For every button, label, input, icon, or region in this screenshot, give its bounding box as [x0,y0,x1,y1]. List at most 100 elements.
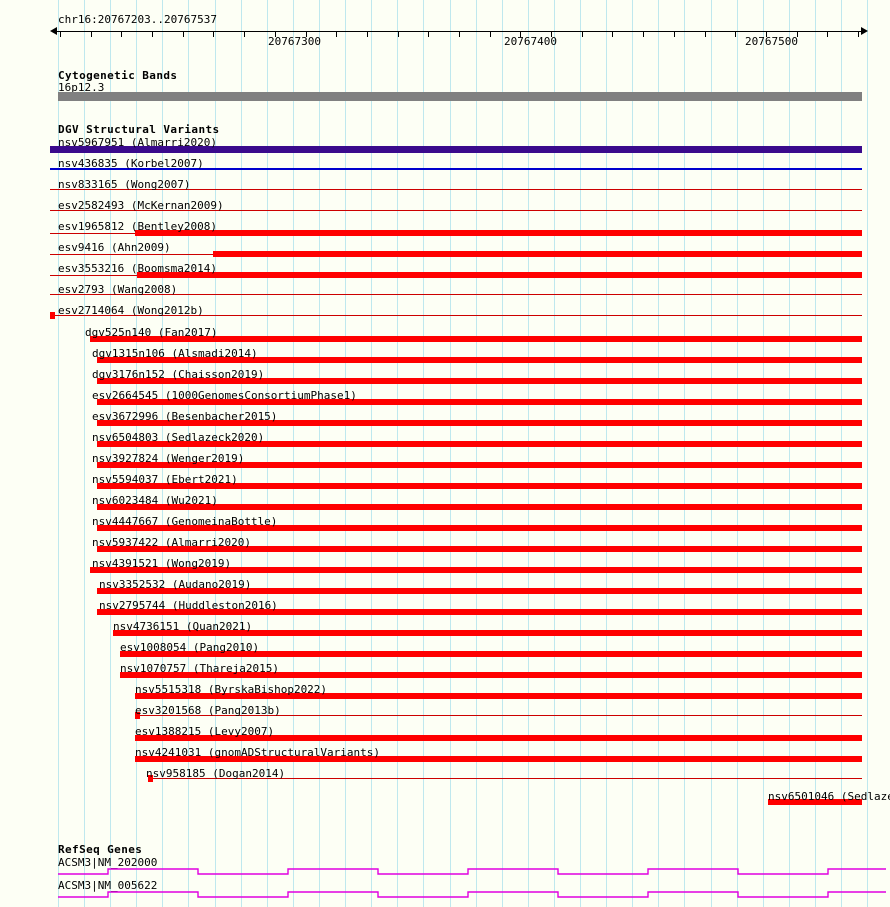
variant-bar[interactable] [135,693,862,699]
ruler-tick [858,31,859,37]
variant-label[interactable]: nsv5937422 (Almarri2020) [92,536,251,549]
ruler-coordinate-label: 20767400 [504,35,557,48]
variant-label[interactable]: esv2793 (Wang2008) [58,283,178,296]
variant-label[interactable]: dgv1315n106 (Alsmadi2014) [92,347,258,360]
gene-label[interactable]: ACSM3|NM_202000 [58,856,158,869]
variant-label[interactable]: nsv958185 (Dogan2014) [146,767,286,780]
variant-label[interactable]: nsv6504803 (Sedlazeck2020) [92,431,265,444]
section-title: Cytogenetic Bands [58,69,178,82]
variant-label[interactable]: esv2664545 (1000GenomesConsortiumPhase1) [92,389,357,402]
variant-label[interactable]: esv2714064 (Wong2012b) [58,304,204,317]
variant-bar[interactable] [50,312,55,319]
variant-label[interactable]: nsv436835 (Korbel2007) [58,157,204,170]
variant-label[interactable]: esv3672996 (Besenbacher2015) [92,410,278,423]
variant-bar[interactable] [113,630,862,636]
ruler-tick [735,31,736,37]
variant-label[interactable]: nsv5594037 (Ebert2021) [92,473,238,486]
ruler-tick [797,31,798,37]
arrow-right-icon [861,27,868,35]
variant-bar[interactable] [135,756,862,762]
variant-label[interactable]: nsv6023484 (Wu2021) [92,494,218,507]
variant-label[interactable]: nsv4447667 (GenomeinaBottle) [92,515,278,528]
variant-label[interactable]: esv3201568 (Pang2013b) [135,704,281,717]
variant-bar[interactable] [97,504,862,510]
ruler-tick [306,31,307,37]
ruler-tick [428,31,429,37]
ruler-tick [705,31,706,37]
variant-label[interactable]: nsv6501046 (Sedlazec [768,790,890,803]
variant-label[interactable]: nsv3352532 (Audano2019) [99,578,252,591]
variant-bar[interactable] [97,420,862,426]
variant-label[interactable]: nsv4391521 (Wong2019) [92,557,232,570]
gene-intron-line[interactable] [0,889,890,903]
variant-bar[interactable] [97,546,862,552]
variant-bar[interactable] [97,399,862,405]
variant-label[interactable]: nsv4736151 (Quan2021) [113,620,253,633]
variant-bar[interactable] [120,651,862,657]
ruler-tick [367,31,368,37]
variant-label[interactable]: dgv525n140 (Fan2017) [85,326,218,339]
variant-bar[interactable] [50,168,862,170]
ruler-tick [490,31,491,37]
variant-bar[interactable] [50,294,862,295]
variant-bar[interactable] [50,189,862,190]
ruler-tick [336,31,337,37]
variant-label[interactable]: nsv1070757 (Thareja2015) [120,662,279,675]
variant-label[interactable]: nsv833165 (Wong2007) [58,178,191,191]
ruler-tick [183,31,184,37]
variant-label[interactable]: esv2582493 (McKernan2009) [58,199,224,212]
variant-bar[interactable] [213,251,862,257]
ruler-tick [766,31,767,37]
variant-label[interactable]: esv1965812 (Bentley2008) [58,220,217,233]
variant-label[interactable]: esv9416 (Ahn2009) [58,241,171,254]
ruler-tick [459,31,460,37]
variant-bar[interactable] [148,775,153,782]
ruler-tick [520,31,521,37]
variant-bar[interactable] [50,210,862,211]
locus-label: chr16:20767203..20767537 [58,13,217,26]
ruler-tick [643,31,644,37]
variant-label[interactable]: nsv5515318 (ByrskaBishop2022) [135,683,328,696]
variant-label[interactable]: esv1008054 (Pang2010) [120,641,260,654]
variant-bar[interactable] [135,712,140,719]
variant-extent-line [50,315,862,316]
variant-label[interactable]: nsv5967951 (Almarri2020) [58,136,217,149]
ruler-coordinate-label: 20767300 [268,35,321,48]
variant-label[interactable]: esv1388215 (Levy2007) [135,725,275,738]
ruler-tick [827,31,828,37]
ruler-tick [152,31,153,37]
variant-label[interactable]: dgv3176n152 (Chaisson2019) [92,368,265,381]
variant-bar[interactable] [97,378,862,384]
ruler-tick [60,31,61,37]
variant-extent-line [148,778,862,779]
variant-bar[interactable] [135,735,862,741]
variant-bar[interactable] [97,609,862,615]
variant-label[interactable]: nsv3927824 (Wenger2019) [92,452,245,465]
variant-bar[interactable] [97,525,862,531]
variant-bar[interactable] [135,230,862,236]
variant-label[interactable]: nsv4241031 (gnomADStructuralVariants) [135,746,381,759]
arrow-left-icon [50,27,57,35]
variant-bar[interactable] [97,357,862,363]
variant-bar[interactable] [97,462,862,468]
section-title: RefSeq Genes [58,843,143,856]
ruler-tick [121,31,122,37]
variant-bar[interactable] [137,272,862,278]
variant-extent-line [135,715,862,716]
ruler-tick [551,31,552,37]
variant-bar[interactable] [97,441,862,447]
cytoband-bar[interactable] [58,92,862,101]
ruler-coordinate-label: 20767500 [745,35,798,48]
variant-bar[interactable] [97,483,862,489]
variant-label[interactable]: esv3553216 (Boomsma2014) [58,262,217,275]
variant-bar[interactable] [97,588,862,594]
variant-label[interactable]: nsv2795744 (Huddleston2016) [99,599,278,612]
gene-label[interactable]: ACSM3|NM_005622 [58,879,158,892]
variant-bar[interactable] [120,672,862,678]
cytoband-label: 16p12.3 [58,81,105,94]
ruler-tick [213,31,214,37]
coordinate-ruler[interactable] [50,27,868,37]
variant-bar[interactable] [50,146,862,153]
gene-intron-line[interactable] [0,866,890,880]
ruler-tick [91,31,92,37]
